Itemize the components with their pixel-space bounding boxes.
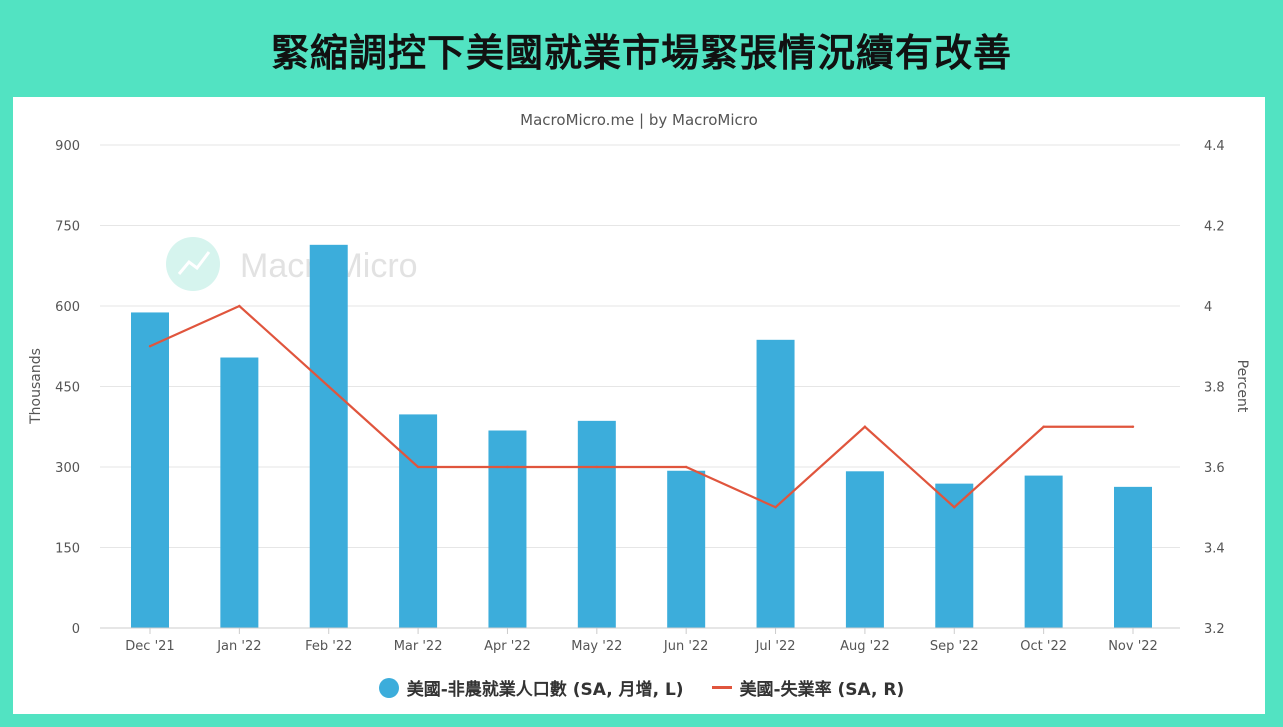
line-point: [506, 465, 509, 469]
line-point: [327, 385, 330, 388]
x-tick-label: Nov '22: [1108, 639, 1158, 654]
bar: [1114, 486, 1152, 628]
y2-tick-label: 3.2: [1204, 622, 1225, 637]
y2-tick-label: 4.4: [1204, 139, 1225, 154]
legend-line-label: 美國-失業率 (SA, R): [739, 680, 905, 700]
line-point: [774, 506, 777, 509]
y2-tick-label: 4.2: [1204, 220, 1225, 235]
y-tick-label: 300: [55, 461, 80, 476]
x-tick-label: Oct '22: [1020, 639, 1067, 654]
bar: [667, 470, 706, 628]
y2-tick-label: 4: [1204, 300, 1212, 315]
line-point: [1131, 425, 1135, 428]
y-tick-label: 900: [55, 139, 80, 154]
y2-axis-label: Percent: [1234, 360, 1250, 413]
page-title: 緊縮調控下美國就業市場緊張情況續有改善: [270, 31, 1012, 75]
watermark: MacroMicro: [166, 237, 418, 291]
x-tick-label: Apr '22: [484, 639, 531, 654]
chart-legend: 美國-非農就業人口數 (SA, 月增, L) 美國-失業率 (SA, R): [0, 675, 1283, 700]
legend-bar-label: 美國-非農就業人口數 (SA, 月增, L): [406, 680, 684, 700]
y2-tick-label: 3.4: [1204, 542, 1225, 557]
legend-line-swatch: [711, 686, 732, 689]
line-point: [863, 425, 867, 428]
x-tick-label: Jan '22: [216, 639, 261, 654]
bar: [131, 312, 169, 628]
bar: [399, 414, 438, 628]
bar: [220, 357, 259, 628]
bar: [845, 471, 884, 628]
line-point: [416, 465, 420, 469]
y-tick-label: 450: [55, 381, 80, 396]
bar: [1024, 475, 1063, 628]
x-tick-label: Jul '22: [755, 639, 796, 654]
line-point: [953, 506, 956, 509]
y-tick-label: 0: [72, 622, 80, 637]
line-point: [595, 465, 599, 469]
x-tick-label: Feb '22: [305, 639, 352, 654]
chart-source: MacroMicro.me | by MacroMicro: [520, 111, 758, 129]
watermark-chart-icon: [177, 251, 211, 275]
unemployment-line: [149, 304, 1133, 509]
bar: [577, 420, 616, 628]
x-tick-label: Aug '22: [840, 639, 890, 654]
y-tick-label: 150: [55, 542, 80, 557]
bar: [935, 483, 974, 628]
x-tick-label: Mar '22: [394, 639, 443, 654]
y-tick-label: 750: [55, 220, 80, 235]
x-tick-label: Sep '22: [930, 639, 979, 654]
line-point: [238, 304, 241, 308]
bar: [756, 339, 795, 628]
y2-tick-label: 3.8: [1204, 381, 1225, 396]
x-tick-label: Jun '22: [663, 639, 709, 654]
line-point: [684, 465, 688, 469]
y2-tick-label: 3.6: [1204, 461, 1225, 476]
bar: [309, 244, 348, 628]
y-tick-label: 600: [55, 300, 80, 315]
legend-item-line[interactable]: 美國-失業率 (SA, R): [711, 675, 905, 700]
bar: [488, 430, 527, 628]
legend-bar-swatch: [378, 677, 399, 698]
legend-item-bars[interactable]: 美國-非農就業人口數 (SA, 月增, L): [378, 675, 684, 700]
x-tick-label: May '22: [571, 639, 622, 654]
line-point: [148, 345, 152, 348]
x-tick-label: Dec '21: [125, 639, 174, 654]
line-point: [1042, 425, 1045, 428]
y-axis-label: Thousands: [28, 348, 44, 425]
